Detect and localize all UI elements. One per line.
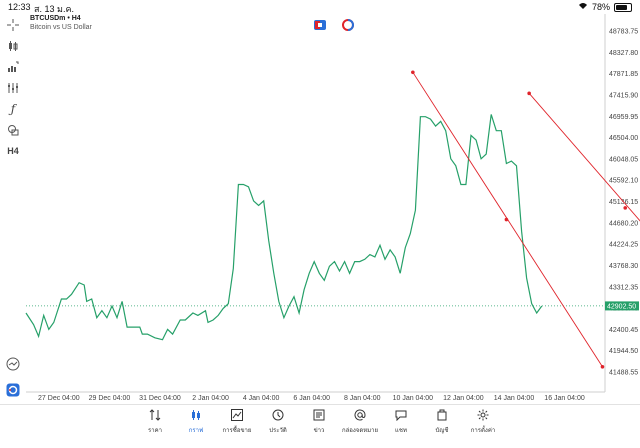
nav-label: ราคา [148, 428, 162, 434]
price-tick-label: 46048.05 [609, 156, 638, 163]
time-tick-label: 2 Jan 04:00 [192, 395, 229, 402]
symbol-name: BTCUSDm • H4 [30, 15, 81, 22]
nav-history[interactable]: ประวัติ [253, 409, 303, 435]
indicators-icon[interactable] [5, 59, 21, 75]
settings-icon [458, 409, 508, 423]
time-axis-labels: 27 Dec 04:00 29 Dec 04:00 31 Dec 04:00 2 Ja… [38, 395, 585, 402]
current-price-value: 42902.50 [607, 303, 636, 310]
price-chart[interactable]: 48783.75 48327.80 47871.85 47415.90 46959.95… [0, 0, 640, 404]
price-tick-label: 44224.25 [609, 242, 638, 249]
crosshair-icon[interactable] [5, 17, 21, 33]
status-date: ส. 13 ม.ค. [34, 4, 74, 14]
nav-quotes[interactable]: ราคา [130, 409, 180, 435]
timeframe-button[interactable]: H4 [7, 146, 19, 156]
bottom-navigation: ราคา กราฟ การซื้อขาย ประวัติ ข่าว กล่องจ… [0, 404, 640, 448]
time-tick-label: 4 Jan 04:00 [243, 395, 280, 402]
price-tick-label: 44680.20 [609, 220, 638, 227]
nav-label: การตั้งค่า [470, 428, 496, 434]
nav-mailbox[interactable]: กล่องจดหมาย [335, 409, 385, 435]
nav-settings[interactable]: การตั้งค่า [458, 409, 508, 435]
battery-level [616, 4, 627, 10]
candles-icon [171, 409, 221, 423]
nav-account[interactable]: บัญชี [417, 409, 467, 435]
app-logo-icon[interactable] [5, 382, 21, 398]
nav-trade[interactable]: การซื้อขาย [212, 409, 262, 435]
trendline-anchor[interactable] [504, 217, 509, 222]
price-tick-label: 41944.50 [609, 348, 638, 355]
chat-icon [376, 409, 426, 423]
nav-label: บัญชี [435, 428, 449, 434]
price-tick-label: 45592.10 [609, 178, 638, 185]
status-time: 12:33 [8, 2, 31, 12]
price-tick-label: 47415.90 [609, 92, 638, 99]
account-icon [417, 409, 467, 423]
trendline-anchor[interactable] [623, 206, 628, 210]
nav-label: กราฟ [188, 428, 204, 434]
history-icon [253, 409, 303, 423]
symbol-info: BTCUSDm • H4 Bitcoin vs US Dollar [30, 14, 92, 32]
time-tick-label: 16 Jan 04:00 [544, 395, 585, 402]
trendlines[interactable] [411, 70, 640, 369]
trendline-anchor[interactable] [411, 70, 415, 75]
time-tick-label: 31 Dec 04:00 [139, 395, 181, 402]
trade-chart-icon [212, 409, 262, 423]
current-price-tag: 42902.50 [605, 301, 639, 311]
nav-label: ข่าว [313, 428, 325, 434]
time-tick-label: 29 Dec 04:00 [89, 395, 131, 402]
time-tick-label: 12 Jan 04:00 [443, 395, 484, 402]
price-tick-label: 48327.80 [609, 50, 638, 57]
objects-icon[interactable] [5, 80, 21, 96]
price-tick-label: 46504.00 [609, 135, 638, 142]
trendline[interactable] [528, 93, 640, 320]
nav-label: การซื้อขาย [222, 428, 252, 434]
arrows-icon [130, 409, 180, 423]
battery-percent: 78% [591, 2, 610, 12]
price-tick-label: 43768.30 [609, 263, 638, 270]
price-tick-label: 41488.55 [609, 370, 638, 377]
time-tick-label: 10 Jan 04:00 [393, 395, 434, 402]
functions-icon[interactable]: ƒ [10, 102, 16, 116]
price-tick-label: 46959.95 [609, 114, 638, 121]
chart-top-icons [314, 19, 354, 31]
shapes-icon[interactable] [5, 122, 21, 138]
news-icon [294, 409, 344, 423]
battery-icon [614, 2, 632, 12]
time-tick-label: 14 Jan 04:00 [494, 395, 535, 402]
nav-label: ประวัติ [269, 428, 287, 434]
trendline-anchor[interactable] [527, 91, 531, 96]
nav-label: กล่องจดหมาย [341, 428, 379, 434]
current-price-tag-bg [605, 301, 639, 311]
price-tick-label: 42400.45 [609, 327, 638, 334]
price-tick-label: 47871.85 [609, 71, 638, 78]
wifi-icon [578, 2, 588, 12]
nav-chat[interactable]: แชท [376, 409, 426, 435]
time-tick-label: 6 Jan 04:00 [293, 395, 330, 402]
depth-of-market-icon[interactable] [342, 19, 354, 31]
time-tick-label: 8 Jan 04:00 [344, 395, 381, 402]
time-tick-label: 27 Dec 04:00 [38, 395, 80, 402]
trendline-anchor[interactable] [600, 364, 605, 369]
series-line [25, 114, 543, 341]
market-watch-icon[interactable] [5, 356, 21, 372]
nav-label: แชท [395, 428, 407, 434]
mail-icon [335, 409, 385, 423]
price-tick-label: 43312.35 [609, 284, 638, 291]
nav-chart[interactable]: กราฟ [171, 409, 221, 435]
status-right: 78% [578, 2, 632, 12]
symbol-description: Bitcoin vs US Dollar [30, 24, 92, 31]
price-tick-label: 48783.75 [609, 29, 638, 36]
status-bar: 12:33 ส. 13 ม.ค. 78% [0, 0, 640, 14]
nav-news[interactable]: ข่าว [294, 409, 344, 435]
left-toolbar: ƒ H4 [0, 14, 26, 404]
candlestick-icon[interactable] [5, 38, 21, 54]
one-click-trading-icon[interactable] [314, 20, 326, 30]
